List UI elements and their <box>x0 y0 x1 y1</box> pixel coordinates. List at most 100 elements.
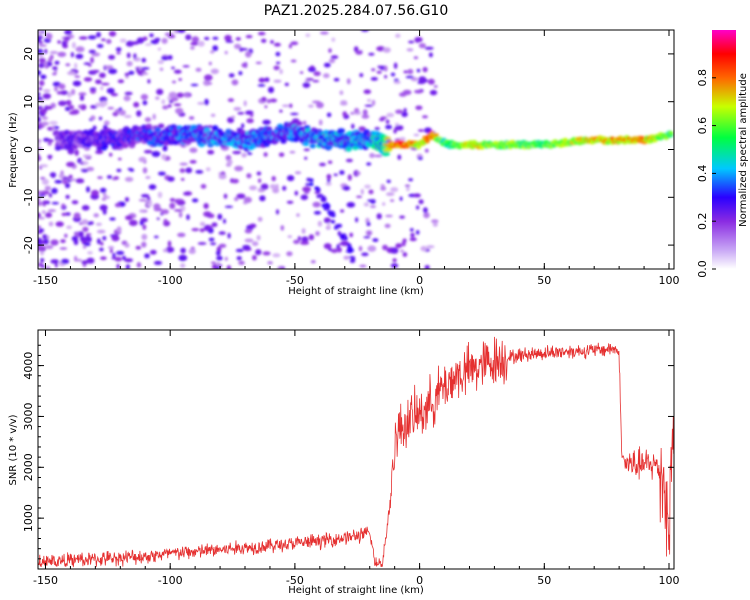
spectrogram-noise-cell <box>203 203 209 209</box>
spectrogram-noise-cell <box>431 219 439 223</box>
spectrogram-noise-cell <box>325 206 330 211</box>
spectrogram-noise-cell <box>273 42 281 47</box>
spectrogram-noise-cell <box>223 218 226 224</box>
spectrogram-noise-cell <box>91 52 101 57</box>
spectrogram-noise-cell <box>185 34 192 41</box>
spectrogram-noise-cell <box>328 58 336 64</box>
spectrogram-noise-cell <box>72 80 82 87</box>
spectrogram-noise-cell <box>109 217 116 221</box>
spectrogram-noise-cell <box>38 116 42 123</box>
spectrogram-noise-cell <box>141 241 147 248</box>
spectrogram-noise-cell <box>215 266 221 269</box>
colorbar-tick-label: 0.4 <box>696 165 709 183</box>
spectrogram-noise-cell <box>52 72 57 76</box>
spectrogram-noise-cell <box>61 258 70 264</box>
spectrogram-noise-cell <box>270 40 274 44</box>
spectrogram-noise-cell <box>89 87 97 90</box>
spectrogram-noise-cell <box>208 213 215 218</box>
spectrogram-noise-cell <box>231 79 239 86</box>
spectrogram-noise-cell <box>163 248 168 253</box>
spectrogram-noise-cell <box>102 192 107 198</box>
spectrogram-noise-cell <box>38 57 46 63</box>
spectrogram-noise-cell <box>305 33 311 37</box>
spectrogram-noise-cell <box>355 217 359 223</box>
spectrogram-noise-cell <box>109 152 113 157</box>
spectrogram-noise-cell <box>78 92 87 96</box>
spectrogram-noise-cell <box>143 149 153 154</box>
spectrogram-noise-cell <box>145 176 151 179</box>
spectrogram-noise-cell <box>236 256 242 261</box>
spectrogram-noise-cell <box>290 59 297 63</box>
spectrogram-noise-cell <box>60 170 64 176</box>
spectrogram-noise-cell <box>59 247 68 250</box>
spectrogram-noise-cell <box>177 232 186 238</box>
spectrogram-noise-cell <box>208 61 212 66</box>
spectrogram-noise-cell <box>279 109 283 113</box>
spectrogram-noise-cell <box>346 202 356 208</box>
spectrogram-noise-cell <box>405 184 410 187</box>
spectrogram-noise-cell <box>271 176 276 182</box>
spectrogram-noise-cell <box>384 75 388 79</box>
spectrogram-noise-cell <box>138 198 147 202</box>
spectrogram-noise-cell <box>190 46 195 50</box>
x-tick-label: -100 <box>158 274 183 287</box>
spectrogram-noise-cell <box>172 80 176 84</box>
spectrogram-noise-cell <box>247 152 253 156</box>
spectrogram-noise-cell <box>384 223 391 228</box>
spectrogram-noise-cell <box>351 257 356 261</box>
spectrogram-noise-cell <box>149 249 157 255</box>
spectrogram-noise-cell <box>366 221 371 227</box>
spectrogram-noise-cell <box>51 125 56 131</box>
spectrogram-noise-cell <box>302 82 311 88</box>
spectrogram-noise-cell <box>148 184 157 190</box>
spectrogram-noise-cell <box>413 133 420 137</box>
spectrogram-noise-cell <box>376 213 382 220</box>
spectrogram-noise-cell <box>106 39 112 44</box>
spectrogram-noise-cell <box>405 75 414 79</box>
spectrogram-noise-cell <box>42 93 52 100</box>
spectrogram-noise-cell <box>261 38 267 43</box>
spectrogram-noise-cell <box>38 92 41 96</box>
spectrogram-noise-cell <box>71 200 79 205</box>
x-tick-label: 100 <box>659 574 680 587</box>
spectrogram-noise-cell <box>290 112 299 116</box>
spectrogram-noise-cell <box>327 160 333 164</box>
spectrogram-noise-cell <box>159 67 164 72</box>
spectrogram-noise-cell <box>257 84 266 87</box>
spectrogram-noise-cell <box>399 196 403 201</box>
spectrogram-noise-cell <box>308 104 314 108</box>
spectrogram-noise-cell <box>154 37 161 42</box>
spectrogram-noise-cell <box>256 171 262 176</box>
colorbar: 0.0 0.2 0.4 0.6 0.8 Normalized spectral ampl… <box>696 30 749 278</box>
spectrogram-noise-cell <box>169 202 176 209</box>
spectrogram-noise-cell <box>235 37 241 41</box>
spectrogram-noise-cell <box>157 47 161 51</box>
spectrogram-noise-cell <box>282 185 287 191</box>
spectrogram-noise-cell <box>337 247 342 253</box>
spectrogram-noise-cell <box>165 246 175 253</box>
spectrogram-noise-cell <box>378 118 385 122</box>
spectrogram-noise-cell <box>256 235 261 241</box>
spectrogram-noise-cell <box>330 248 338 253</box>
spectrogram-noise-cell <box>366 230 372 236</box>
spectrogram-noise-cell <box>413 193 421 198</box>
spectrogram-noise-cell <box>57 51 67 58</box>
x-tick-label: 0 <box>416 274 423 287</box>
spectrogram-noise-cell <box>174 198 184 202</box>
spectrogram-noise-cell <box>301 228 306 234</box>
spectrogram-noise-cell <box>101 82 110 86</box>
spectrogram-noise-cell <box>390 247 399 254</box>
spectrogram-noise-cell <box>366 162 372 166</box>
spectrogram-noise-cell <box>90 105 98 109</box>
spectrogram-noise-cell <box>195 170 203 174</box>
spectrogram-noise-cell <box>101 197 106 201</box>
spectrogram-noise-cell <box>406 48 414 52</box>
spectrogram-noise-cell <box>249 223 257 228</box>
spectrogram-noise-cell <box>96 238 101 245</box>
x-tick-label: 100 <box>659 274 680 287</box>
spectrogram-noise-cell <box>273 79 282 83</box>
spectrogram-noise-cell <box>70 51 74 58</box>
spectrogram-noise-cell <box>197 242 207 245</box>
spectrogram-noise-cell <box>416 68 421 73</box>
